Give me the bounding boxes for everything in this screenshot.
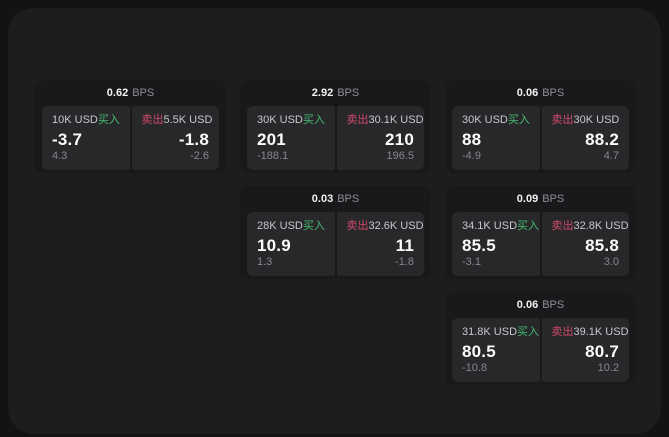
quote-card: 0.06 BPS 30K USD 买入 88 -4.9 卖出 30K USD: [445, 80, 636, 173]
sell-cell[interactable]: 卖出 5.5K USD -1.8 -2.6: [131, 106, 219, 170]
price-cells: 30K USD 买入 201 -188.1 卖出 30.1K USD 210 1…: [240, 106, 431, 177]
bps-value: 0.03: [311, 193, 334, 205]
buy-amount: 30K USD: [257, 114, 303, 126]
buy-amount: 28K USD: [257, 220, 303, 232]
buy-delta: -10.8: [462, 362, 488, 374]
bps-value: 0.06: [516, 299, 539, 311]
buy-tag: 买入: [302, 114, 325, 126]
bps-value: 0.62: [106, 87, 129, 99]
buy-delta: -3.1: [462, 256, 481, 268]
quote-card: 0.62 BPS 10K USD 买入 -3.7 4.3 卖出 5.5K USD: [35, 80, 226, 173]
buy-delta: -188.1: [257, 150, 289, 162]
buy-tag: 买入: [517, 326, 540, 338]
card-header: 2.92 BPS: [240, 80, 431, 106]
sell-amount: 30K USD: [573, 114, 620, 126]
quote-card-grid: 0.62 BPS 10K USD 买入 -3.7 4.3 卖出 5.5K USD: [35, 80, 636, 385]
price-cells: 28K USD 买入 10.9 1.3 卖出 32.6K USD 11 -1.8: [240, 212, 431, 283]
buy-amount: 30K USD: [462, 114, 508, 126]
sell-price: 85.8: [585, 236, 619, 255]
card-header: 0.62 BPS: [35, 80, 226, 106]
sell-tag: 卖出: [551, 326, 574, 338]
buy-amount: 34.1K USD: [462, 220, 518, 232]
sell-delta: 4.7: [603, 150, 619, 162]
sell-cell[interactable]: 卖出 30K USD 88.2 4.7: [541, 106, 629, 170]
card-header: 0.09 BPS: [445, 186, 636, 212]
price-cells: 10K USD 买入 -3.7 4.3 卖出 5.5K USD -1.8 -2.…: [35, 106, 226, 177]
card-header: 0.06 BPS: [445, 80, 636, 106]
buy-delta: 1.3: [257, 256, 273, 268]
sell-tag: 卖出: [551, 220, 574, 232]
quote-card: 0.06 BPS 31.8K USD 买入 80.5 -10.8 卖出 39.1…: [445, 292, 636, 385]
bps-value: 2.92: [311, 87, 334, 99]
buy-cell[interactable]: 10K USD 买入 -3.7 4.3: [42, 106, 130, 170]
buy-price: 201: [257, 130, 286, 149]
buy-price: 85.5: [462, 236, 496, 255]
sell-amount: 30.1K USD: [368, 114, 424, 126]
bps-unit-label: BPS: [132, 87, 155, 99]
bps-unit-label: BPS: [337, 87, 360, 99]
price-cells: 34.1K USD 买入 85.5 -3.1 卖出 32.8K USD 85.8…: [445, 212, 636, 283]
sell-price: 11: [395, 236, 414, 255]
price-cells: 31.8K USD 买入 80.5 -10.8 卖出 39.1K USD 80.…: [445, 318, 636, 389]
bps-unit-label: BPS: [337, 193, 360, 205]
buy-cell[interactable]: 30K USD 买入 201 -188.1: [247, 106, 335, 170]
sell-delta: 10.2: [597, 362, 619, 374]
buy-cell[interactable]: 28K USD 买入 10.9 1.3: [247, 212, 335, 276]
sell-amount: 39.1K USD: [573, 326, 629, 338]
quote-card: 2.92 BPS 30K USD 买入 201 -188.1 卖出 30.1K …: [240, 80, 431, 173]
sell-price: 88.2: [585, 130, 619, 149]
buy-price: 80.5: [462, 342, 496, 361]
sell-tag: 卖出: [346, 220, 369, 232]
bps-value: 0.06: [516, 87, 539, 99]
quote-card: 0.09 BPS 34.1K USD 买入 85.5 -3.1 卖出 32.8K…: [445, 186, 636, 279]
sell-price: -1.8: [178, 130, 209, 149]
dashboard-panel: 0.62 BPS 10K USD 买入 -3.7 4.3 卖出 5.5K USD: [8, 8, 661, 434]
sell-cell[interactable]: 卖出 32.8K USD 85.8 3.0: [541, 212, 629, 276]
card-header: 0.03 BPS: [240, 186, 431, 212]
buy-tag: 买入: [517, 220, 540, 232]
sell-delta: -2.6: [190, 150, 209, 162]
buy-price: -3.7: [52, 130, 83, 149]
sell-price: 210: [385, 130, 414, 149]
bps-unit-label: BPS: [542, 193, 565, 205]
quote-card: 0.03 BPS 28K USD 买入 10.9 1.3 卖出 32.6K US…: [240, 186, 431, 279]
sell-cell[interactable]: 卖出 32.6K USD 11 -1.8: [336, 212, 424, 276]
sell-cell[interactable]: 卖出 39.1K USD 80.7 10.2: [541, 318, 629, 382]
buy-tag: 买入: [302, 220, 325, 232]
bps-value: 0.09: [516, 193, 539, 205]
sell-delta: -1.8: [395, 256, 414, 268]
sell-amount: 5.5K USD: [163, 114, 213, 126]
buy-price: 10.9: [257, 236, 291, 255]
card-header: 0.06 BPS: [445, 292, 636, 318]
sell-price: 80.7: [585, 342, 619, 361]
sell-delta: 196.5: [386, 150, 414, 162]
buy-price: 88: [462, 130, 482, 149]
sell-tag: 卖出: [551, 114, 574, 126]
buy-tag: 买入: [507, 114, 530, 126]
buy-cell[interactable]: 31.8K USD 买入 80.5 -10.8: [452, 318, 540, 382]
price-cells: 30K USD 买入 88 -4.9 卖出 30K USD 88.2 4.7: [445, 106, 636, 177]
buy-amount: 31.8K USD: [462, 326, 518, 338]
sell-amount: 32.6K USD: [368, 220, 424, 232]
sell-amount: 32.8K USD: [573, 220, 629, 232]
buy-cell[interactable]: 30K USD 买入 88 -4.9: [452, 106, 540, 170]
sell-tag: 卖出: [346, 114, 369, 126]
sell-tag: 卖出: [141, 114, 164, 126]
buy-amount: 10K USD: [52, 114, 98, 126]
buy-cell[interactable]: 34.1K USD 买入 85.5 -3.1: [452, 212, 540, 276]
sell-cell[interactable]: 卖出 30.1K USD 210 196.5: [336, 106, 424, 170]
sell-delta: 3.0: [603, 256, 619, 268]
buy-delta: -4.9: [462, 150, 481, 162]
buy-delta: 4.3: [52, 150, 68, 162]
bps-unit-label: BPS: [542, 299, 565, 311]
buy-tag: 买入: [97, 114, 120, 126]
bps-unit-label: BPS: [542, 87, 565, 99]
